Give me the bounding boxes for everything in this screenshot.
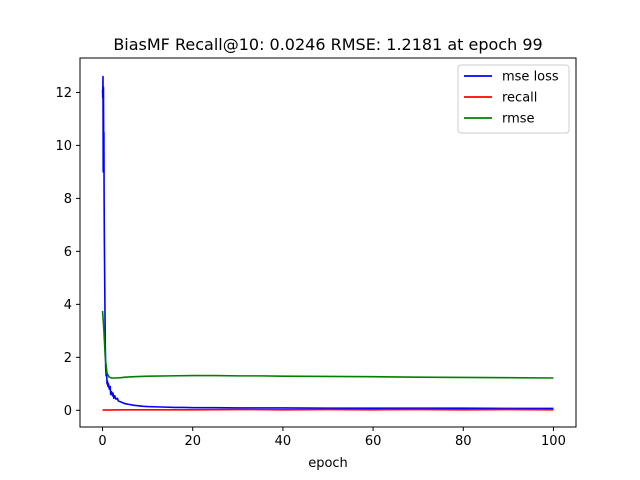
- series-line-rmse: [101, 310, 554, 379]
- legend-label-mse-loss: mse loss: [502, 70, 559, 85]
- series-line-recall: [102, 408, 554, 411]
- x-axis-label: epoch: [308, 456, 348, 471]
- x-tick-label: 100: [541, 434, 566, 449]
- y-tick-label: 4: [64, 298, 72, 313]
- legend: mse loss recall rmse: [457, 64, 570, 134]
- chart-title: BiasMF Recall@10: 0.0246 RMSE: 1.2181 at…: [113, 35, 542, 54]
- series-line-mse-loss: [101, 75, 554, 410]
- x-tick-label: 60: [365, 434, 382, 449]
- y-tick-label: 2: [64, 351, 72, 366]
- legend-label-rmse: rmse: [502, 112, 535, 127]
- y-tick-label: 0: [64, 404, 72, 419]
- y-tick-label: 8: [64, 192, 72, 207]
- x-tick-label: 20: [184, 434, 201, 449]
- x-tick-label: 0: [98, 434, 106, 449]
- plot-area: [101, 75, 554, 411]
- y-axis: 0 2 4 6 8 10 12: [55, 86, 80, 419]
- x-tick-label: 40: [275, 434, 292, 449]
- y-tick-label: 6: [64, 245, 72, 260]
- y-tick-label: 12: [55, 86, 72, 101]
- y-tick-label: 10: [55, 139, 72, 154]
- legend-box: [457, 64, 570, 134]
- legend-label-recall: recall: [502, 91, 537, 106]
- plot-frame: [79, 57, 577, 428]
- x-axis: 0 20 40 60 80 100: [98, 427, 566, 449]
- x-tick-label: 80: [455, 434, 472, 449]
